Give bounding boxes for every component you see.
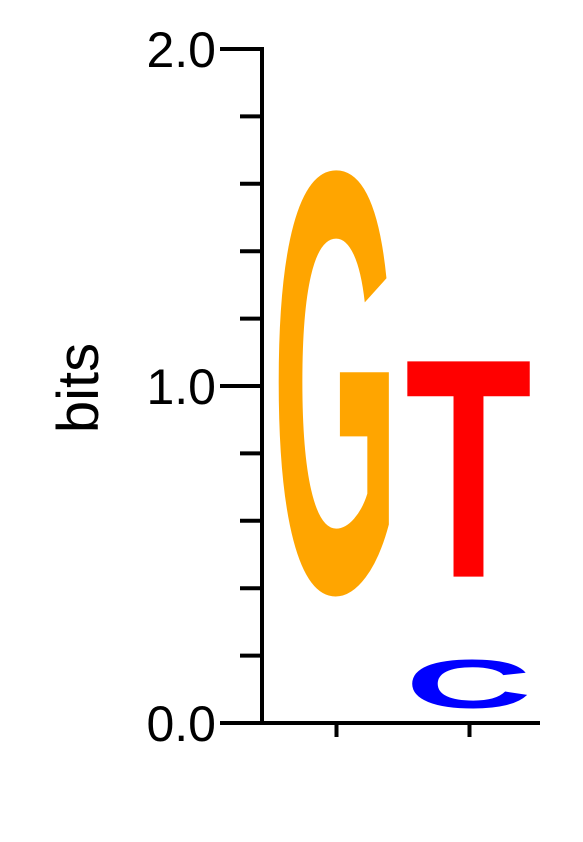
logo-letter-g: G xyxy=(272,47,399,719)
y-tick-label: 2.0 xyxy=(146,22,216,78)
logo-letter-t: T xyxy=(405,295,532,644)
logo-letter-c: C xyxy=(405,646,532,723)
y-axis-label: bits xyxy=(46,343,111,433)
y-tick-label: 0.0 xyxy=(146,696,216,752)
y-axis: 0.0 1.0 2.0 xyxy=(146,22,540,752)
y-tick-label: 1.0 xyxy=(146,359,216,415)
logo-stacks: G CT xyxy=(272,47,532,722)
